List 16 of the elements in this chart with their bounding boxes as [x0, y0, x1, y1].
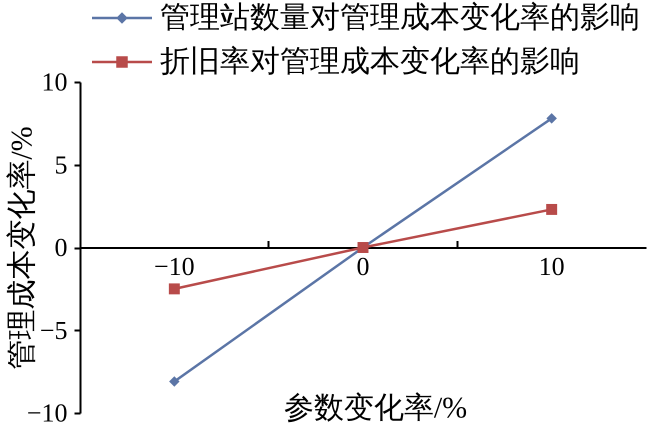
- x-axis-title: 参数变化率/%: [284, 392, 468, 424]
- point: [169, 376, 180, 387]
- point: [168, 283, 180, 294]
- legend-label: 管理站数量对管理成本变化率的影响: [160, 1, 640, 34]
- y-tick-label: 0: [54, 233, 68, 262]
- y-tick-label: −10: [26, 398, 68, 425]
- point: [546, 113, 557, 124]
- y-tick-label: −5: [40, 316, 68, 345]
- y-tick-label: 10: [42, 68, 68, 96]
- x-tick-label: 0: [356, 252, 370, 281]
- x-tick-label: 10: [538, 252, 565, 281]
- y-axis-title: 管理成本变化率/%: [6, 126, 38, 370]
- legend-label: 折旧率对管理成本变化率的影响: [160, 45, 580, 78]
- x-tick-label: −10: [154, 252, 195, 281]
- y-tick-label: 5: [54, 150, 68, 180]
- point: [546, 204, 558, 215]
